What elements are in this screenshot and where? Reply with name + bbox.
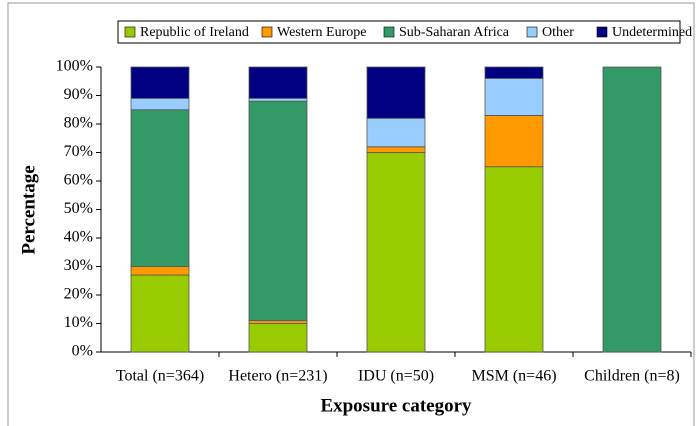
bar-segment <box>248 66 308 99</box>
bar-segment <box>366 117 426 148</box>
bar-segment <box>130 274 190 353</box>
bar-segment <box>366 66 426 119</box>
bar-segment <box>484 78 544 116</box>
y-tick-label: 90% <box>64 86 93 103</box>
bar-segment <box>484 66 544 79</box>
legend-box <box>117 20 681 44</box>
legend-label: Republic of Ireland <box>140 25 249 40</box>
bar-segment <box>366 152 426 353</box>
bar-segment <box>248 323 308 353</box>
bar-segment <box>602 66 662 353</box>
bar-segment <box>484 115 544 168</box>
legend-swatch <box>526 26 538 38</box>
x-tick-label: IDU (n=50) <box>358 368 434 385</box>
y-tick-label: 100% <box>56 58 93 75</box>
bar-segment <box>130 266 190 276</box>
y-tick-label: 70% <box>64 143 93 160</box>
legend-label: Other <box>542 25 574 40</box>
legend-label: Undetermined <box>612 25 692 40</box>
x-tick-label: MSM (n=46) <box>471 368 556 385</box>
bar-segment <box>130 97 190 111</box>
y-tick-label: 20% <box>64 286 93 303</box>
x-tick-label: Hetero (n=231) <box>228 368 327 385</box>
legend-label: Western Europe <box>277 25 366 40</box>
x-tick-label: Total (n=364) <box>116 368 204 385</box>
legend-swatch <box>261 26 273 38</box>
x-tick-label: Children (n=8) <box>584 368 680 385</box>
x-axis-label: Exposure category <box>320 395 472 416</box>
bar-segment <box>248 100 308 322</box>
y-tick-label: 10% <box>64 314 93 331</box>
bar-segment <box>366 146 426 153</box>
bar-segment <box>130 109 190 267</box>
y-tick-label: 80% <box>64 115 93 132</box>
bar-segment <box>130 66 190 99</box>
legend-swatch <box>383 26 395 38</box>
y-tick-label: 0% <box>72 343 93 360</box>
y-tick-label: 50% <box>64 200 93 217</box>
frame <box>7 2 695 426</box>
y-tick-label: 60% <box>64 172 93 189</box>
y-tick-label: 40% <box>64 229 93 246</box>
bar-segment <box>484 166 544 353</box>
bar-segment <box>248 320 308 324</box>
y-axis-label: Percentage <box>18 165 39 254</box>
legend-label: Sub-Saharan Africa <box>399 25 510 40</box>
legend-swatch <box>596 26 608 38</box>
y-tick-label: 30% <box>64 257 93 274</box>
legend-swatch <box>124 26 136 38</box>
bar-segment <box>248 97 308 102</box>
